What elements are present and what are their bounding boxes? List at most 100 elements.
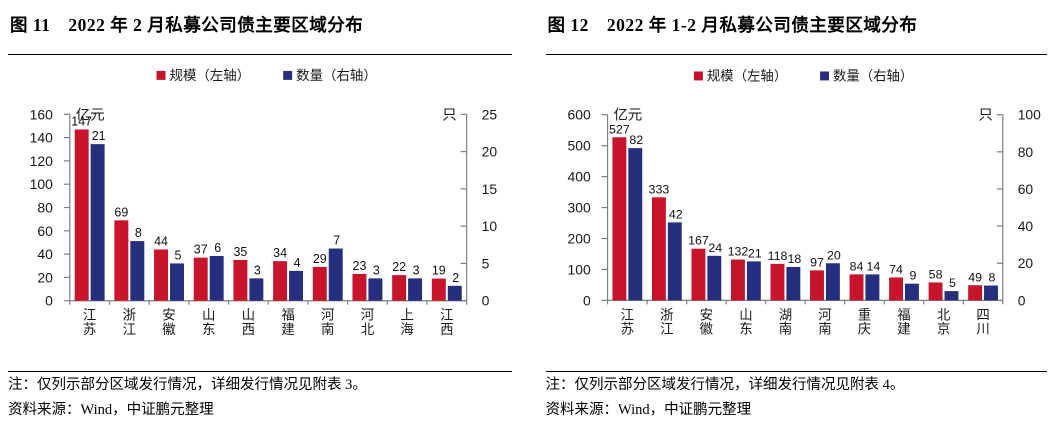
category-label: 福建 xyxy=(281,308,294,337)
scale-value-label: 29 xyxy=(313,252,327,266)
scale-bar xyxy=(611,137,626,301)
left-axis-tick-label: 0 xyxy=(582,292,590,308)
right-axis-unit-label: 只 xyxy=(442,107,456,123)
count-bar xyxy=(864,274,879,301)
category-label: 北京 xyxy=(936,307,950,336)
figure-12-note-divider xyxy=(545,371,1047,372)
count-value-label: 24 xyxy=(708,241,722,255)
count-bar xyxy=(746,261,761,301)
legend-swatch-scale xyxy=(156,70,166,80)
scale-value-label: 132 xyxy=(727,245,748,259)
count-value-label: 18 xyxy=(787,252,801,266)
scale-bar xyxy=(154,249,169,301)
category-label: 浙江 xyxy=(123,308,136,337)
count-bar xyxy=(328,248,343,301)
scale-value-label: 69 xyxy=(114,205,128,219)
count-value-label: 4 xyxy=(294,256,301,270)
left-axis-tick-label: 140 xyxy=(30,130,54,146)
category-label: 浙江 xyxy=(660,307,673,336)
scale-bar xyxy=(392,275,407,301)
scale-value-label: 147 xyxy=(71,114,92,128)
scale-bar xyxy=(809,270,824,301)
category-label: 四川 xyxy=(976,307,989,336)
right-axis-tick-label: 20 xyxy=(482,144,498,160)
count-value-label: 8 xyxy=(135,226,142,240)
scale-bar xyxy=(312,266,327,301)
figure-12-note: 注：仅列示部分区域发行情况，详细发行情况见附表 4。 xyxy=(545,377,905,393)
left-axis-tick-label: 0 xyxy=(45,293,53,309)
category-label: 河南 xyxy=(321,308,334,337)
scale-value-label: 34 xyxy=(273,246,287,260)
category-label: 河南 xyxy=(818,307,831,336)
legend-swatch-count xyxy=(819,71,829,81)
count-value-label: 21 xyxy=(747,246,761,260)
scale-value-label: 527 xyxy=(609,122,630,136)
count-bar xyxy=(90,144,105,301)
category-label: 安徽 xyxy=(699,307,713,336)
figure-11-note-divider xyxy=(8,371,512,372)
category-label: 福建 xyxy=(897,307,910,336)
right-axis-tick-label: 0 xyxy=(482,293,490,309)
count-value-label: 21 xyxy=(92,129,106,143)
left-axis-tick-label: 600 xyxy=(567,107,590,123)
count-value-label: 3 xyxy=(254,263,261,277)
count-bar xyxy=(289,270,304,301)
category-label: 江苏 xyxy=(620,307,633,336)
count-bar xyxy=(825,263,840,301)
category-label: 江西 xyxy=(440,308,453,337)
scale-value-label: 37 xyxy=(194,243,208,257)
count-bar xyxy=(130,241,145,301)
count-value-label: 14 xyxy=(866,259,880,273)
category-label: 江苏 xyxy=(83,308,96,337)
category-label: 重庆 xyxy=(857,307,870,336)
right-axis-tick-label: 20 xyxy=(1017,255,1033,271)
right-axis-tick-label: 0 xyxy=(1017,292,1025,308)
scale-value-label: 23 xyxy=(353,259,367,273)
legend-label: 规模（左轴） xyxy=(706,68,786,83)
count-value-label: 2 xyxy=(452,271,459,285)
figure-12-panel: 图 12 2022 年 1-2 月私募公司债主要区域分布 规模（左轴） 数量（右轴… xyxy=(528,0,1055,436)
scale-bar xyxy=(888,277,903,301)
left-axis-unit-label: 亿元 xyxy=(613,107,642,124)
count-value-label: 82 xyxy=(629,133,643,147)
left-axis-tick-label: 400 xyxy=(567,169,590,185)
category-label: 山东 xyxy=(739,307,752,336)
category-label: 湖南 xyxy=(778,307,791,336)
count-bar xyxy=(904,283,919,301)
count-value-label: 5 xyxy=(175,248,182,262)
left-axis-unit-label: 亿元 xyxy=(76,106,105,123)
scale-bar xyxy=(849,274,863,301)
legend-swatch-count xyxy=(283,70,293,80)
figure-12-chart: 规模（左轴） 数量（右轴） 0 100 200 300 400 500 600 0 20 40 60 80… xyxy=(567,68,1041,336)
count-value-label: 3 xyxy=(413,263,420,277)
category-label: 安徽 xyxy=(162,308,176,337)
category-label: 上海 xyxy=(400,308,413,337)
category-label: 山东 xyxy=(202,308,215,337)
figure-11-chart: 规模（左轴） 数量（右轴） 0 20 40 60 80 100 120 140 160 0 5 10 15 2… xyxy=(30,68,498,337)
count-bar xyxy=(249,278,264,301)
left-axis-tick-label: 40 xyxy=(37,246,53,262)
count-bar xyxy=(983,285,998,301)
legend-label: 数量（右轴） xyxy=(296,68,377,83)
count-value-label: 42 xyxy=(668,207,682,221)
scale-value-label: 35 xyxy=(233,245,247,259)
count-value-label: 9 xyxy=(909,269,916,283)
count-bar xyxy=(408,278,423,301)
left-axis-tick-label: 120 xyxy=(30,153,54,169)
scale-value-label: 167 xyxy=(688,234,709,248)
scale-bar xyxy=(74,129,89,301)
left-axis-tick-label: 500 xyxy=(567,138,590,154)
scale-value-label: 97 xyxy=(810,255,824,269)
figure-12-source: 资料来源：Wind，中证鹏元整理 xyxy=(545,401,752,418)
figure-11-title: 图 11 2022 年 2 月私募公司债主要区域分布 xyxy=(10,15,364,35)
scale-value-label: 84 xyxy=(849,259,863,273)
scale-bar xyxy=(273,261,288,301)
legend-label: 规模（左轴） xyxy=(170,68,251,83)
scale-value-label: 118 xyxy=(767,249,787,263)
scale-value-label: 49 xyxy=(968,270,982,284)
count-bar xyxy=(785,266,800,301)
right-axis-tick-label: 40 xyxy=(1017,218,1033,234)
count-value-label: 6 xyxy=(214,241,221,255)
left-axis-tick-label: 20 xyxy=(37,269,53,285)
figure-12-title: 图 12 2022 年 1-2 月私募公司债主要区域分布 xyxy=(547,15,918,35)
